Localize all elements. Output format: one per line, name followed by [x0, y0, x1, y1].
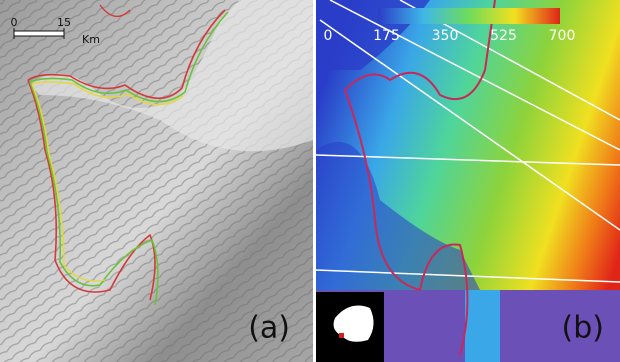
panel-label: (a) — [248, 311, 290, 346]
scale-unit: Km — [82, 33, 100, 46]
scale-label: 15 — [57, 16, 71, 29]
figure: Km (a) (b) 0 15 0 175 350 525 700 — [0, 0, 620, 362]
scale-label: 0 — [11, 16, 18, 29]
colorbar-label: 175 — [373, 28, 400, 44]
panel-label: (b) — [562, 311, 604, 346]
panel-a: Km (a) — [0, 0, 313, 362]
colorbar-label: 700 — [549, 28, 576, 44]
scale-bar — [14, 31, 64, 36]
location-marker — [339, 333, 344, 338]
colorbar — [378, 8, 560, 24]
colorbar-label: 0 — [324, 28, 333, 44]
colorbar-label: 525 — [490, 28, 517, 44]
panel-b: (b) — [316, 0, 620, 362]
data-strip — [465, 290, 500, 362]
colorbar-label: 350 — [432, 28, 459, 44]
